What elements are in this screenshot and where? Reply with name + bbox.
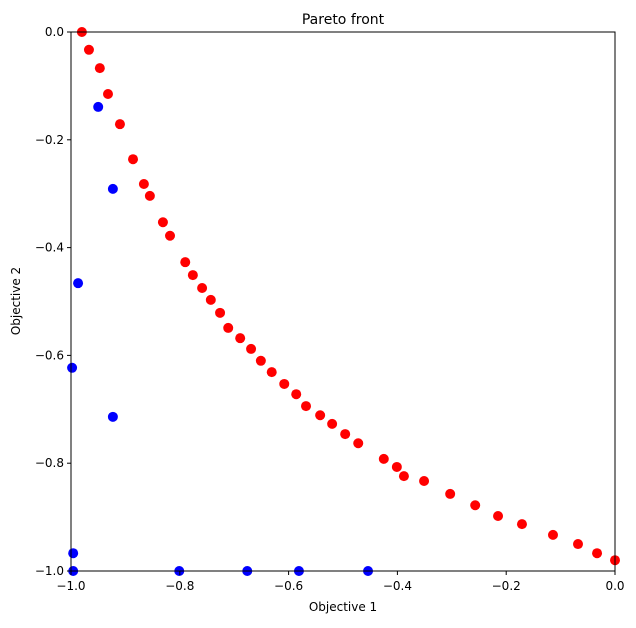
x-tick-label: −0.8 [165, 579, 194, 593]
point-series0-27 [378, 453, 389, 464]
plot-frame [70, 31, 616, 572]
point-series0-18 [255, 355, 266, 366]
point-series0-4 [114, 119, 125, 130]
point-series0-12 [197, 283, 208, 294]
x-tick-label: −0.2 [492, 579, 521, 593]
point-series0-5 [128, 154, 139, 165]
point-series0-17 [246, 343, 257, 354]
point-series1-2 [73, 278, 84, 289]
y-tick-label: −1.0 [35, 564, 64, 578]
point-series0-8 [157, 217, 168, 228]
point-series0-3 [102, 88, 113, 99]
point-series1-5 [68, 548, 79, 559]
point-series0-23 [315, 410, 326, 421]
x-tick-label: −0.6 [274, 579, 303, 593]
point-series0-22 [301, 401, 312, 412]
x-tick-label: −0.4 [383, 579, 412, 593]
point-series0-9 [165, 230, 176, 241]
point-series1-4 [107, 411, 118, 422]
point-series0-37 [592, 548, 603, 559]
points-layer [67, 27, 620, 576]
point-series0-32 [470, 500, 481, 511]
point-series0-20 [279, 378, 290, 389]
x-axis-label: Objective 1 [309, 600, 377, 614]
point-series0-29 [398, 471, 409, 482]
point-series0-34 [516, 519, 527, 530]
y-tick-label: −0.2 [35, 133, 64, 147]
point-series0-28 [391, 461, 402, 472]
point-series0-36 [573, 539, 584, 550]
x-tick-label: 0.0 [605, 579, 624, 593]
point-series0-30 [419, 475, 430, 486]
point-series0-21 [291, 389, 302, 400]
point-series1-0 [93, 101, 104, 112]
x-axis: −1.0 −0.8 −0.6 −0.4 −0.2 0.0 [56, 571, 625, 593]
point-series0-19 [266, 367, 277, 378]
y-axis-label: Objective 2 [9, 267, 23, 335]
x-tick-label: −1.0 [56, 579, 85, 593]
point-series0-11 [187, 270, 198, 281]
chart-title: Pareto front [302, 12, 385, 28]
y-tick-label: −0.4 [35, 241, 64, 255]
y-tick-label: −0.8 [35, 456, 64, 470]
point-series0-16 [235, 333, 246, 344]
point-series0-15 [223, 322, 234, 333]
y-axis: 0.0 −0.2 −0.4 −0.6 −0.8 −1.0 [35, 25, 71, 578]
point-series0-14 [215, 307, 226, 318]
point-series0-25 [340, 429, 351, 440]
point-series1-1 [107, 183, 118, 194]
point-series0-7 [144, 190, 155, 201]
point-series0-6 [138, 178, 149, 189]
point-series0-10 [180, 257, 191, 268]
point-series0-1 [83, 44, 94, 55]
point-series0-31 [445, 488, 456, 499]
point-series0-24 [327, 418, 338, 429]
point-series0-35 [547, 529, 558, 540]
point-series0-26 [353, 438, 364, 449]
y-tick-label: −0.6 [35, 348, 64, 362]
point-series0-33 [493, 511, 504, 522]
point-series0-13 [205, 294, 216, 305]
point-series0-2 [94, 63, 105, 74]
point-series1-3 [67, 362, 78, 373]
y-tick-label: 0.0 [45, 25, 64, 39]
